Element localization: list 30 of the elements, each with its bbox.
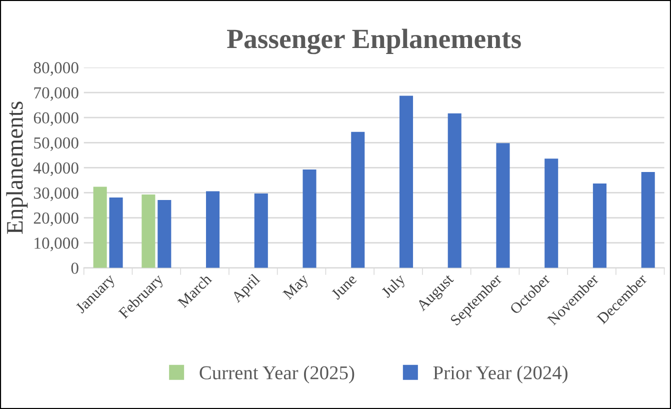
x-tick-label: June bbox=[330, 274, 358, 300]
bar bbox=[206, 191, 220, 268]
bar bbox=[351, 132, 365, 268]
y-tick-label: 40,000 bbox=[34, 162, 78, 176]
bar bbox=[109, 198, 123, 268]
bar bbox=[641, 172, 655, 268]
y-axis-title: Enplanements bbox=[6, 102, 28, 234]
y-tick-label: 80,000 bbox=[34, 62, 78, 76]
y-tick-label: 20,000 bbox=[34, 212, 78, 226]
chart-title: Passenger Enplanements bbox=[227, 28, 521, 54]
bar bbox=[496, 143, 510, 268]
bar bbox=[544, 158, 558, 268]
bar bbox=[448, 113, 462, 268]
y-tick-label: 0 bbox=[71, 262, 78, 274]
x-tick-label: May bbox=[282, 273, 312, 302]
x-tick-label: July bbox=[380, 272, 408, 300]
bar bbox=[592, 183, 606, 268]
bar bbox=[399, 96, 414, 268]
y-tick-label: 70,000 bbox=[34, 87, 78, 101]
bar bbox=[302, 169, 316, 268]
y-tick-label: 50,000 bbox=[34, 137, 78, 151]
y-tick-label: 30,000 bbox=[34, 187, 78, 202]
bar bbox=[254, 193, 268, 268]
legend-label: Current Year (2025) bbox=[200, 366, 354, 384]
legend-label: Prior Year (2024) bbox=[433, 366, 568, 384]
y-tick-label: 60,000 bbox=[34, 112, 78, 126]
y-tick-label: 10,000 bbox=[34, 238, 78, 252]
bar bbox=[93, 186, 107, 268]
bar bbox=[142, 194, 156, 268]
bar bbox=[158, 200, 172, 268]
